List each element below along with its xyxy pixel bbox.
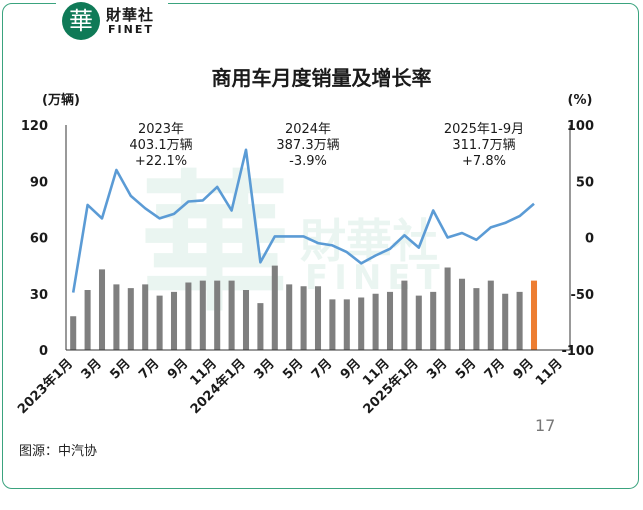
bar-2023-12 (228, 280, 235, 350)
bar-2024-06 (314, 286, 322, 350)
bar-2023-06 (142, 284, 149, 350)
x-tick-label: 5月 (107, 356, 133, 382)
left-y-tick: 30 (30, 288, 48, 303)
bar-2024-05 (300, 286, 307, 350)
bar-2025-01 (415, 295, 422, 350)
bar-2025-08 (516, 291, 523, 350)
bar-2023-10 (199, 280, 206, 350)
brand-name-en: FINET (108, 23, 154, 36)
bar-2024-08 (343, 299, 350, 350)
x-tick-label: 2023年1月 (14, 356, 76, 418)
annotation-2025-total: 311.7万辆 (452, 138, 515, 153)
annotation-2024-growth: -3.9% (289, 154, 327, 169)
right-y-tick: -50 (571, 288, 595, 303)
annotation-2023-total: 403.1万辆 (129, 138, 192, 153)
bar-2024-09 (358, 297, 365, 350)
bar-2023-07 (156, 295, 163, 350)
left-axis-unit: (万辆) (42, 92, 80, 108)
bar-2025-03 (444, 267, 451, 350)
bar-2023-01 (70, 316, 77, 350)
x-tick-label: 3月 (251, 356, 277, 382)
bar-2024-01 (242, 290, 250, 350)
x-tick-label: 5月 (453, 356, 479, 382)
annotation-2024-total: 387.3万辆 (276, 138, 339, 153)
annotation-2023-year: 2023年 (138, 122, 184, 137)
brand-logo: 華 財華社 FINET (56, 0, 168, 44)
right-y-tick: 100 (567, 119, 594, 134)
bar-2023-08 (170, 291, 178, 350)
bar-2025-06 (487, 280, 494, 350)
bar-2023-05 (127, 288, 134, 350)
bar-2024-12 (401, 280, 408, 350)
x-tick-label: 7月 (309, 356, 335, 382)
annotation-2025: 2025年1-9月 311.7万辆 +7.8% (444, 122, 524, 169)
annotation-2025-growth: +7.8% (462, 154, 506, 169)
left-y-tick: 90 (30, 175, 48, 190)
right-y-tick: -100 (561, 344, 594, 359)
bar-2025-05 (473, 288, 480, 350)
annotation-2025-year: 2025年1-9月 (444, 122, 524, 137)
right-y-tick: 0 (585, 232, 594, 247)
x-tick-label: 7月 (482, 356, 508, 382)
growth-rate-line (71, 148, 535, 293)
chart-card (2, 3, 639, 489)
bar-2023-02 (84, 290, 91, 350)
x-tick-label: 3月 (424, 356, 450, 382)
chart-title: 商用车月度销量及增长率 (211, 66, 432, 90)
bar-2024-03 (271, 265, 278, 350)
annotation-2023: 2023年 403.1万辆 +22.1% (129, 122, 192, 169)
bar-2024-07 (329, 299, 336, 350)
bar-2023-11 (214, 280, 221, 350)
bar-2025-04 (458, 278, 466, 350)
right-y-tick: 50 (576, 175, 594, 190)
bar-2024-04 (286, 284, 293, 350)
bar-2024-02 (257, 303, 264, 350)
annotation-2024: 2024年 387.3万辆 -3.9% (276, 122, 339, 169)
source-note: 图源：中汽协 (19, 444, 98, 459)
bar-2024-10 (372, 293, 379, 350)
bar-2025-07 (502, 293, 509, 350)
bar-2025-09 (530, 280, 538, 350)
annotation-2024-year: 2024年 (285, 122, 331, 137)
x-tick-label: 5月 (280, 356, 306, 382)
annotation-2023-growth: +22.1% (135, 154, 187, 169)
left-y-tick: 0 (39, 344, 48, 359)
left-y-tick: 60 (30, 232, 48, 247)
x-tick-label: 11月 (533, 356, 566, 389)
brand-mark-icon: 華 (62, 2, 100, 40)
bar-2023-03 (98, 269, 106, 350)
bar-2024-11 (386, 291, 394, 350)
x-tick-label: 7月 (136, 356, 162, 382)
bar-2023-09 (185, 282, 192, 350)
brand-name-cn: 財華社 (106, 6, 155, 24)
left-y-tick: 120 (21, 119, 48, 134)
x-tick-label: 3月 (79, 356, 105, 382)
right-axis-unit: (%) (568, 93, 593, 108)
bar-2023-04 (113, 284, 120, 350)
bar-2025-02 (430, 291, 437, 350)
page-number: 17 (535, 416, 556, 435)
